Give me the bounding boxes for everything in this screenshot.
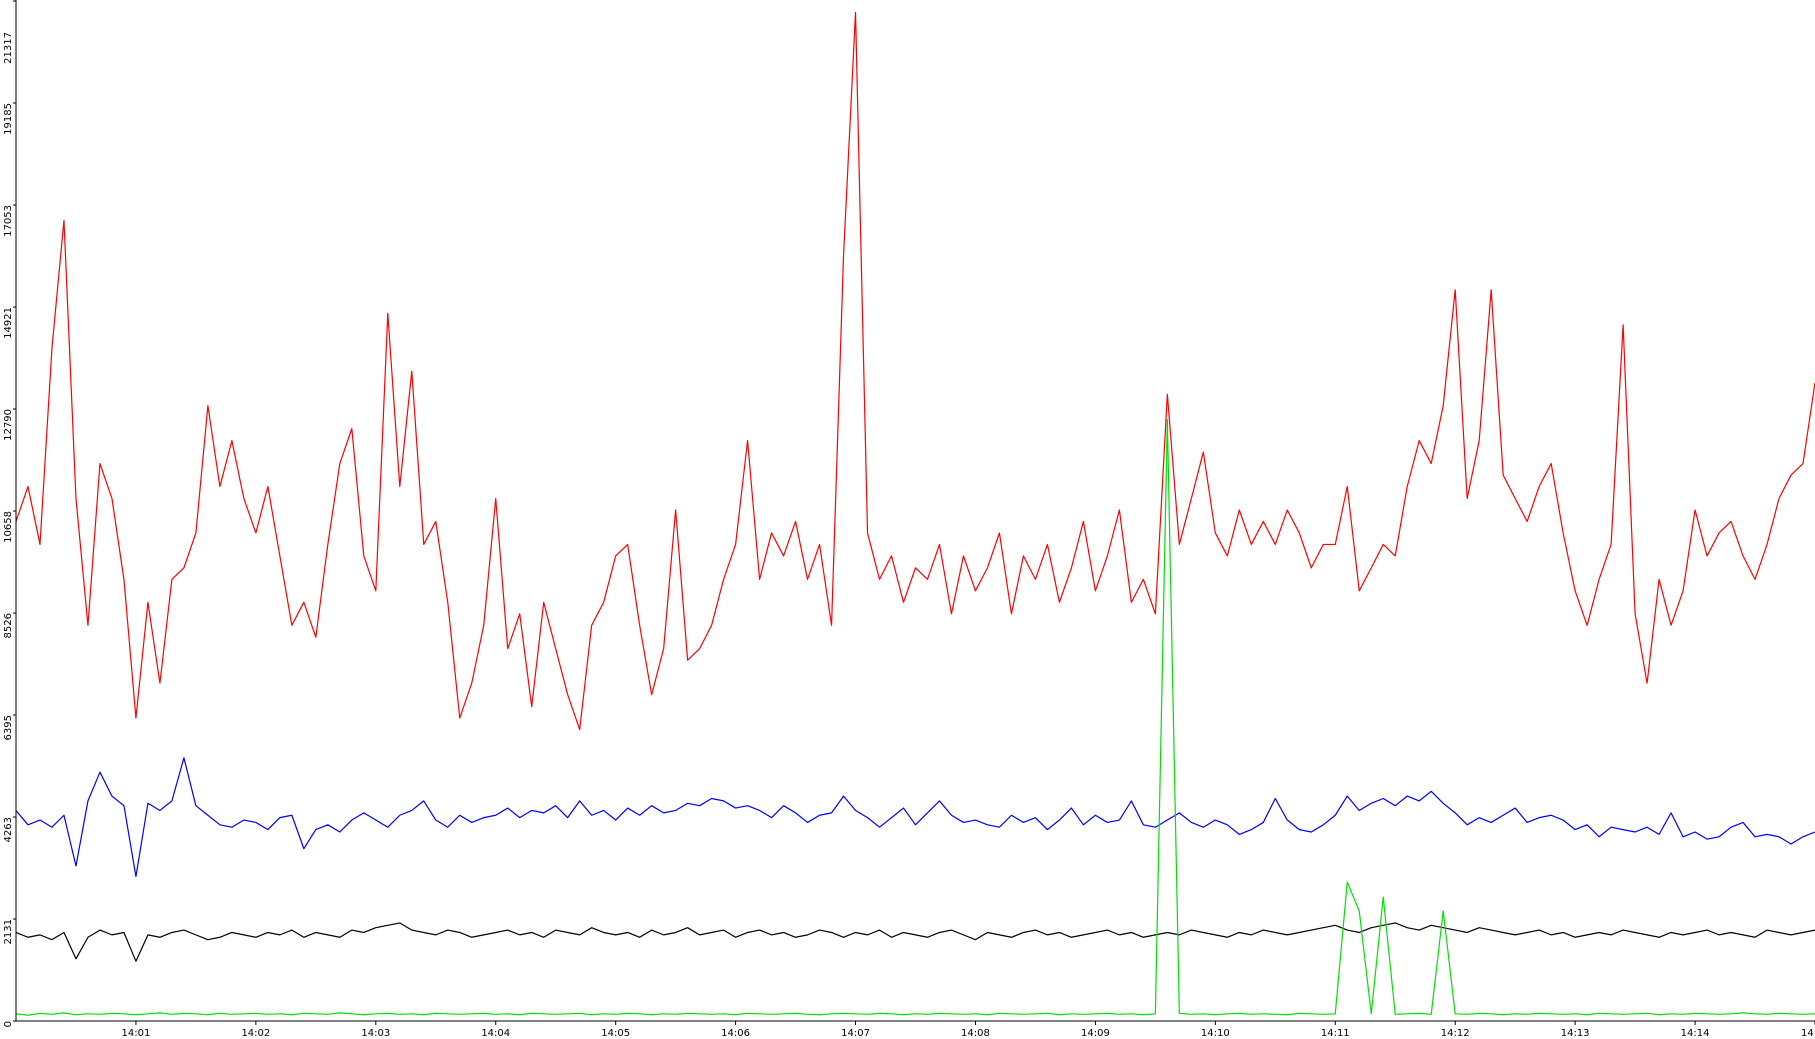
x-tick-label: 14: [1801, 1028, 1815, 1039]
x-tick-label: 14:05 [601, 1028, 630, 1039]
y-tick-label: 12790 [3, 409, 14, 441]
x-tick-label: 14:11 [1321, 1028, 1350, 1039]
y-tick-label: 4263 [3, 817, 14, 842]
y-tick-label: 0 [3, 1021, 14, 1027]
y-tick-label: 6395 [3, 715, 14, 740]
x-tick-label: 14:12 [1441, 1028, 1470, 1039]
series-line [15, 11, 1815, 731]
y-tick-label: 17053 [3, 205, 14, 237]
x-tick-label: 14:04 [481, 1028, 510, 1039]
y-tick-label: 21317 [3, 32, 14, 64]
y-tick-label: 19185 [3, 103, 14, 135]
series-line [15, 418, 1815, 1016]
x-tick-label: 14:07 [841, 1028, 870, 1039]
series-line [15, 757, 1815, 878]
y-tick-label: 10658 [3, 511, 14, 543]
x-tick-label: 14:10 [1201, 1028, 1230, 1039]
x-tick-label: 14:09 [1081, 1028, 1110, 1039]
x-tick-label: 14:14 [1681, 1028, 1710, 1039]
x-tick-label: 14:01 [122, 1028, 151, 1039]
y-tick-label: 2131 [3, 919, 14, 944]
x-tick-label: 14:03 [361, 1028, 390, 1039]
series-line [15, 922, 1815, 962]
x-tick-label: 14:06 [721, 1028, 750, 1039]
y-tick-label: 8526 [3, 613, 14, 638]
x-tick-label: 14:08 [961, 1028, 990, 1039]
x-tick-label: 14:13 [1561, 1028, 1590, 1039]
x-tick-label: 14:02 [241, 1028, 270, 1039]
y-tick-label: 14921 [3, 307, 14, 339]
